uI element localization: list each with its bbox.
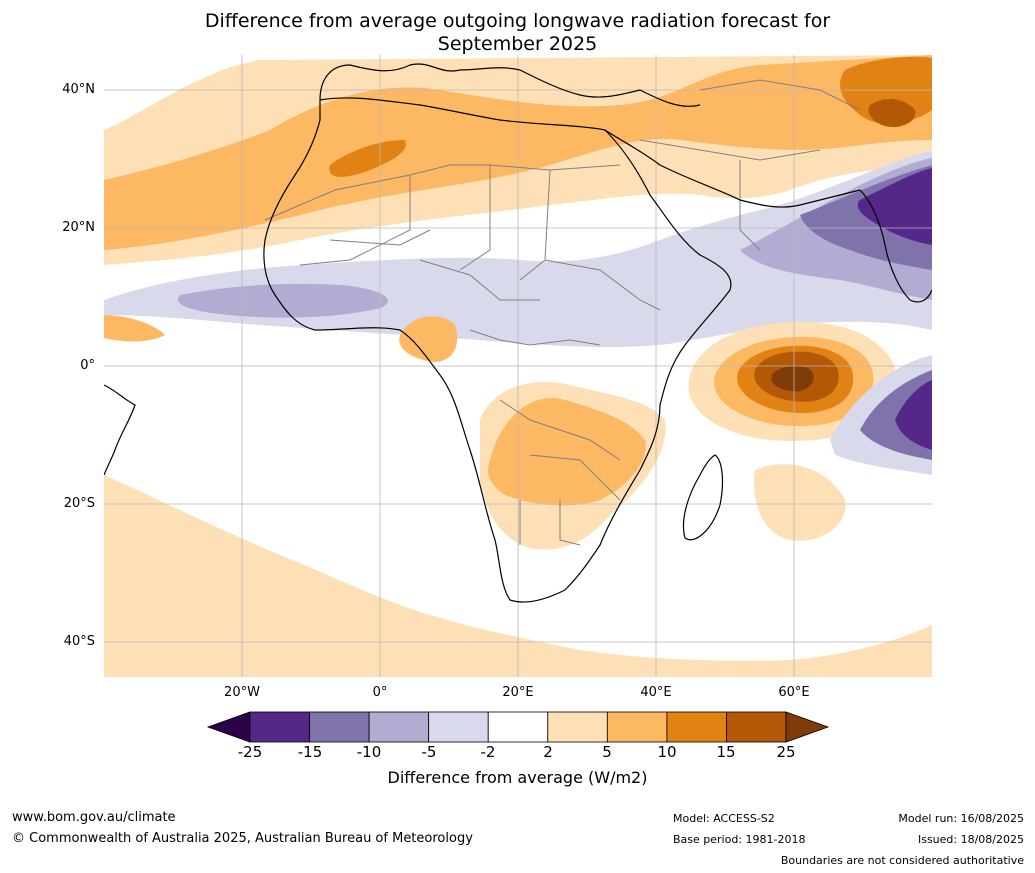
colorbar-segment bbox=[606, 711, 668, 743]
title-line-2: September 2025 bbox=[437, 33, 598, 55]
colorbar-tick: -2 bbox=[480, 743, 496, 761]
colorbar-tick: 10 bbox=[657, 743, 677, 761]
colorbar-segment bbox=[428, 711, 489, 743]
europe-coastline bbox=[319, 63, 701, 107]
anomaly-south-indian-light-orange bbox=[754, 464, 846, 541]
anomaly-indian-ocean-darkest bbox=[771, 366, 814, 392]
anomaly-india-dark-purple bbox=[857, 168, 932, 245]
footer-url: www.bom.gov.au/climate bbox=[12, 810, 176, 825]
colorbar-tick: -10 bbox=[356, 743, 382, 761]
lon-tick-20e: 20°E bbox=[502, 685, 534, 700]
colorbar-label: Difference from average (W/m2) bbox=[387, 768, 648, 787]
india-coastline bbox=[859, 189, 932, 303]
colorbar-segment bbox=[309, 711, 370, 743]
footer-copyright: © Commonwealth of Australia 2025, Austra… bbox=[12, 831, 473, 846]
anomaly-sahara-dark-orange bbox=[329, 140, 406, 177]
colorbar-segment bbox=[249, 711, 310, 743]
footer-disclaimer: Boundaries are not considered authoritat… bbox=[780, 854, 1024, 867]
footer-model-run: Model run: 16/08/2025 bbox=[898, 812, 1024, 825]
map-area bbox=[104, 55, 932, 677]
lat-tick-0: 0° bbox=[80, 358, 95, 373]
anomaly-iran-brown bbox=[868, 98, 916, 128]
title-line-1: Difference from average outgoing longwav… bbox=[204, 10, 831, 32]
footer-base-period: Base period: 1981-2018 bbox=[673, 833, 806, 846]
colorbar-tick: 5 bbox=[602, 743, 612, 761]
anomaly-equatorial-light-purple bbox=[177, 283, 388, 318]
graticule bbox=[104, 55, 932, 677]
colorbar-segment bbox=[487, 711, 549, 743]
colorbar-segment bbox=[666, 711, 727, 743]
lon-tick-60e: 60°E bbox=[778, 685, 810, 700]
colorbar-tick: 15 bbox=[716, 743, 736, 761]
footer-issued: Issued: 18/08/2025 bbox=[917, 833, 1024, 846]
colorbar-segments bbox=[249, 711, 787, 743]
colorbar bbox=[206, 711, 830, 743]
colorbar-segment bbox=[547, 711, 608, 743]
colorbar-tick: 2 bbox=[543, 743, 553, 761]
footer-model: Model: ACCESS-S2 bbox=[673, 812, 775, 825]
colorbar-tick: -15 bbox=[297, 743, 323, 761]
madagascar-coastline bbox=[682, 454, 724, 541]
lon-tick-0: 0° bbox=[372, 685, 388, 700]
anomaly-south-atlantic-light-orange bbox=[104, 475, 932, 677]
colorbar-left-extension bbox=[206, 711, 251, 743]
colorbar-segment bbox=[368, 711, 430, 743]
colorbar-tick: -5 bbox=[421, 743, 437, 761]
lat-tick-20n: 20°N bbox=[62, 220, 95, 235]
map-title: Difference from average outgoing longwav… bbox=[0, 10, 1035, 56]
lat-tick-20s: 20°S bbox=[63, 496, 95, 511]
colorbar-right-extension bbox=[785, 711, 830, 743]
anomaly-gulf-of-guinea-orange bbox=[399, 316, 458, 362]
colorbar-tick: -25 bbox=[237, 743, 263, 761]
colorbar-segment bbox=[726, 711, 787, 743]
lon-tick-40e: 40°E bbox=[640, 685, 672, 700]
coastlines bbox=[104, 63, 932, 603]
colorbar-tick: 25 bbox=[776, 743, 796, 761]
anomaly-atlantic-orange bbox=[104, 315, 165, 342]
lat-tick-40n: 40°N bbox=[62, 82, 95, 97]
lon-tick-20w: 20°W bbox=[224, 685, 260, 700]
arabia-coastline bbox=[604, 129, 861, 208]
south-america-coastline bbox=[104, 384, 136, 476]
lat-tick-40s: 40°S bbox=[63, 634, 95, 649]
country-borders bbox=[264, 79, 861, 546]
anomaly-south-indian-dark-purple bbox=[895, 380, 932, 450]
anomaly-southern-africa-orange bbox=[488, 398, 646, 506]
